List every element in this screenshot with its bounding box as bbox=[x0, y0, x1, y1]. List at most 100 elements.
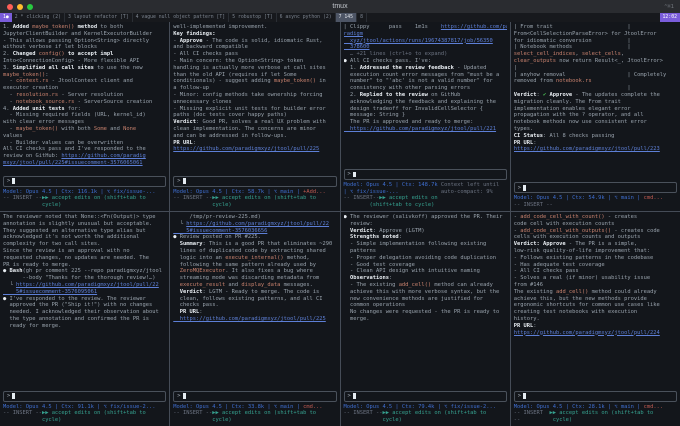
terminal-line: low-risk quality-of-life improvement tha… bbox=[513, 247, 651, 254]
window-list: 2 * clicking (2) 3 layout refactor [T] 4 v… bbox=[12, 13, 660, 22]
minimize-button[interactable] bbox=[17, 3, 23, 10]
terminal-line: approved the PR ("Ship it!") with no cha… bbox=[3, 302, 153, 309]
terminal-line: implementation enables elegant error bbox=[513, 105, 631, 112]
terminal-line: message: String } bbox=[343, 112, 406, 119]
claude-input-box[interactable]: > bbox=[513, 390, 677, 402]
terminal-line: cycle) bbox=[173, 417, 232, 424]
terminal-line: clear_outputs now return Result<_, Jtool… bbox=[513, 57, 664, 64]
prompt-icon: > bbox=[517, 393, 521, 400]
prompt-icon: > bbox=[347, 393, 351, 400]
text-cursor bbox=[352, 171, 356, 178]
prompt-icon: > bbox=[177, 393, 181, 400]
tmux-window-tab[interactable]: 8 bbox=[357, 13, 367, 22]
terminal-line: than the old API (requires if let Some bbox=[173, 71, 297, 78]
claude-input-box[interactable]: > bbox=[3, 390, 167, 402]
terminal-line: | From trait | bbox=[513, 24, 631, 30]
terminal-line: removed from notebook.rs bbox=[513, 78, 592, 85]
claude-input-box[interactable]: > bbox=[343, 168, 507, 180]
tmux-pane[interactable]: 1. Added maybe_token() method to both Jup… bbox=[0, 22, 170, 211]
terminal-line: ZeroMQExecutor. It also fixes a bug wher… bbox=[179, 268, 313, 275]
claude-input-box[interactable]: > bbox=[343, 390, 507, 402]
terminal-line: cells with execution counts and outputs bbox=[513, 234, 641, 241]
terminal-line: Since the review is an approval with no bbox=[3, 247, 130, 254]
claude-input-box[interactable]: > bbox=[513, 182, 677, 194]
terminal-line: logic into an execute_internal() method, bbox=[173, 254, 310, 261]
terminal-line: - resolution.rs - Server resolution bbox=[3, 91, 124, 98]
terminal-line: From<CellSelectionParseError> for JtoolE… bbox=[513, 30, 657, 37]
prompt-icon: > bbox=[517, 184, 521, 191]
terminal-line: Model: Opus 4.5 | Ctx: 79.4k | ⌥ fix/iss… bbox=[343, 403, 497, 410]
tmux-pane[interactable]: | Clippy pass 1m1s https://github.com/pa… bbox=[340, 22, 510, 211]
terminal-line: 1. Added maybe_token() method to both bbox=[3, 24, 124, 30]
terminal-line: ergonomic shortcuts for common use cases… bbox=[513, 302, 660, 309]
terminal-line: Model: Opus 4.5 | Ctx: 28.1k | ⌥ main | … bbox=[513, 403, 664, 410]
terminal-line: | anyhow removal | Completely bbox=[513, 71, 667, 78]
tmux-pane[interactable]: The reviewer noted that None::<Fn(Output… bbox=[0, 212, 170, 426]
terminal-line: design tradeoff for InvalidCellSelector … bbox=[343, 105, 484, 112]
terminal-scrollback: | From trait | From<CellSelectionParseErr… bbox=[514, 24, 677, 180]
terminal-line: acknowledging the feedback and explainin… bbox=[343, 98, 497, 105]
terminal-line: | Clippy pass 1m1s https://github.com/pa bbox=[343, 24, 507, 30]
terminal-line: 1. Addressed the review feedback - Updat… bbox=[343, 64, 487, 71]
terminal-line: annotation is slightly unusual but accep… bbox=[3, 220, 153, 227]
tmux-window-tab[interactable]: 6 async python (2) bbox=[277, 13, 336, 22]
terminal-line: achieve this with more verbose syntax, b… bbox=[343, 288, 500, 295]
terminal-line: -- INSERT ▶▶ accept edits on (shift+tab … bbox=[513, 410, 654, 417]
terminal-line: streaming mode was discarding metadata f… bbox=[173, 275, 320, 282]
tmux-pane[interactable]: ● The reviewer (salivkoff) approved the … bbox=[340, 212, 510, 426]
terminal-line: clean implementation. The concerns are m… bbox=[173, 125, 317, 132]
tmux-pane[interactable]: - add_code_cell_with_count() - creates co… bbox=[510, 212, 680, 426]
prompt-icon: > bbox=[177, 178, 181, 185]
terminal-line: types. bbox=[513, 125, 534, 132]
terminal-line: execution count error messages from "mus… bbox=[343, 71, 500, 78]
terminal-line: - Follows existing patterns in the codeb… bbox=[513, 254, 654, 261]
terminal-line: -- INSERT -- bbox=[513, 202, 553, 209]
terminal-scrollback: ● The reviewer (salivkoff) approved the … bbox=[344, 214, 507, 389]
terminal-line: Strengths noted: bbox=[350, 234, 402, 241]
text-cursor bbox=[182, 178, 186, 184]
terminal-line: history. bbox=[513, 315, 540, 322]
terminal-line: -- INSERT --▶▶ accept edits on (shift+ta… bbox=[3, 410, 146, 417]
tmux-window-tab[interactable]: 7 145 bbox=[335, 13, 358, 22]
terminal-line: checks pass. bbox=[173, 302, 219, 309]
terminal-line: number" to "'abc' is not a valid number"… bbox=[343, 78, 493, 85]
terminal-scrollback: | Clippy pass 1m1s https://github.com/pa… bbox=[344, 24, 507, 167]
terminal-line: (shift+tab to cycle) bbox=[343, 202, 435, 209]
tmux-window-tab[interactable]: 3 layout refactor [T] bbox=[65, 13, 133, 22]
tmux-window-tab[interactable]: 4 vague null object pattern [T] bbox=[133, 13, 230, 22]
terminal-line: - Simple implementation following existi… bbox=[343, 241, 487, 248]
tmux-pane[interactable]: | From trait | From<CellSelectionParseErr… bbox=[510, 22, 680, 211]
tmux-pane[interactable]: well-implemented improvement. Key finding… bbox=[170, 22, 340, 211]
tmux-window-tab[interactable]: 5 robustop [T] bbox=[229, 13, 277, 22]
terminal-line: Summary: This is a good PR that eliminat… bbox=[179, 241, 333, 248]
terminal-line: JupyterClientBuilder and KernelExecutorB… bbox=[3, 30, 153, 37]
terminal-line: values bbox=[3, 132, 23, 139]
terminal-line: ready for merge. bbox=[3, 322, 62, 329]
tmux-pane[interactable]: /tmp/pr-review-225.md) └ https://github.… bbox=[170, 212, 340, 426]
pane-status-line: Model: Opus 4.5 | Ctx: 79.4k | ⌥ fix/iss… bbox=[344, 404, 507, 424]
terminal-line: migration cleanly. The From trait bbox=[513, 98, 621, 105]
claude-input-box[interactable]: > bbox=[173, 175, 337, 187]
terminal-line: following the same pattern already used … bbox=[173, 261, 317, 268]
terminal-line: Key findings: bbox=[173, 30, 216, 37]
terminal-line: Verdict: LGTM - Ready to merge. The code… bbox=[179, 288, 320, 295]
terminal-line: - add_code_cell_with_count() - creates bbox=[513, 214, 638, 220]
terminal-line: for idiomatic conversion | bbox=[513, 37, 631, 44]
terminal-line: No changes were requested - the PR is re… bbox=[343, 309, 500, 316]
terminal-line: - Good test coverage bbox=[343, 261, 415, 268]
terminal-line: without verbose if let blocks bbox=[3, 44, 98, 51]
claude-input-box[interactable]: > bbox=[173, 390, 337, 402]
text-cursor bbox=[182, 393, 186, 399]
terminal-line: - notebook_source.rs - ServerSource crea… bbox=[3, 98, 153, 105]
terminal-line: Model: Opus 4.5 | Ctx: 58.7k | ⌥ main | … bbox=[173, 188, 326, 195]
terminal-line: - Solves a real (if minor) usability iss… bbox=[513, 275, 651, 282]
tmux-window-tab[interactable]: 2 * clicking (2) bbox=[12, 13, 65, 22]
claude-input-box[interactable]: > bbox=[3, 175, 167, 187]
fullscreen-button[interactable] bbox=[27, 3, 33, 10]
terminal-line: execute_result and display_data messages… bbox=[179, 281, 313, 288]
terminal-line: well-implemented improvement. bbox=[173, 24, 268, 30]
terminal-line: review on GitHub: https://github.com/par… bbox=[3, 153, 146, 160]
terminal-line: └ https://github.com/paradigmxyz/jtool/p… bbox=[173, 220, 330, 227]
terminal-line: Model: Opus 4.5 | Ctx: 54.9k | ⌥ main | … bbox=[513, 195, 664, 202]
close-button[interactable] bbox=[7, 3, 13, 10]
